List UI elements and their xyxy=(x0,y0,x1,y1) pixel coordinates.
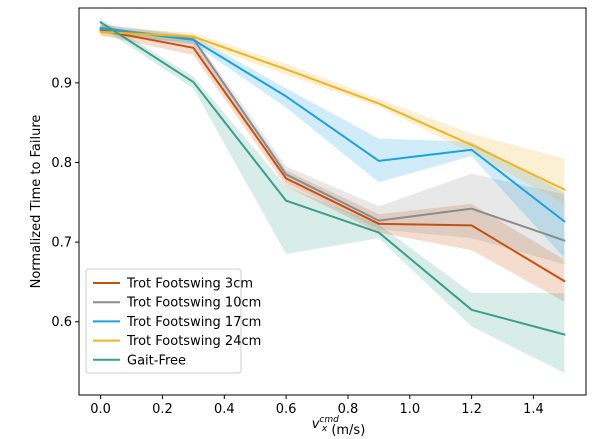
y-axis-label: Normalized Time to Failure xyxy=(29,115,44,289)
legend-label-1: Trot Footswing 10cm xyxy=(126,296,261,311)
x-tick-label: 0.2 xyxy=(152,402,173,417)
x-axis-label: vcmd x (m/s) xyxy=(312,415,366,438)
legend-label-3: Trot Footswing 24cm xyxy=(126,334,261,349)
series-line-0 xyxy=(99,29,566,283)
legend-box xyxy=(85,268,242,374)
legend-label-4: Gait-Free xyxy=(127,353,186,368)
x-tick-label: 0.4 xyxy=(214,402,235,417)
confidence-band-4 xyxy=(100,19,565,373)
series-line-2 xyxy=(99,27,566,223)
plot-frame xyxy=(78,7,587,396)
legend-label-0: Trot Footswing 3cm xyxy=(126,277,253,292)
x-axis-label-sup: cmd xyxy=(319,415,339,425)
legend-label-2: Trot Footswing 17cm xyxy=(126,315,261,330)
series-lines xyxy=(99,20,566,336)
confidence-band-1 xyxy=(100,23,565,265)
series-line-4 xyxy=(99,20,566,336)
y-tick-label: 0.7 xyxy=(51,236,72,251)
y-tick-label: 0.8 xyxy=(51,156,72,171)
confidence-bands xyxy=(100,19,565,373)
x-axis-label-sub: x xyxy=(321,424,328,434)
series-line-3 xyxy=(99,30,566,191)
x-tick-label: 0.6 xyxy=(276,402,297,417)
x-tick-label: 0.0 xyxy=(90,402,111,417)
y-tick-label: 0.9 xyxy=(51,76,72,91)
x-tick-label: 1.2 xyxy=(461,402,482,417)
x-tick-label: 0.8 xyxy=(338,402,359,417)
confidence-band-0 xyxy=(100,25,565,302)
confidence-band-2 xyxy=(100,24,565,259)
x-axis-label-unit: (m/s) xyxy=(327,423,365,438)
x-axis-label-base: v xyxy=(312,417,320,432)
y-axis-ticks: 0.6 0.7 0.8 0.9 xyxy=(51,76,79,330)
x-axis-ticks: 0.0 0.2 0.4 0.6 0.8 1.0 1.2 1.4 xyxy=(90,395,544,417)
y-tick-label: 0.6 xyxy=(51,315,72,330)
legend: Trot Footswing 3cm Trot Footswing 10cm Tro… xyxy=(85,268,261,374)
x-tick-label: 1.4 xyxy=(523,402,544,417)
x-tick-label: 1.0 xyxy=(399,402,420,417)
